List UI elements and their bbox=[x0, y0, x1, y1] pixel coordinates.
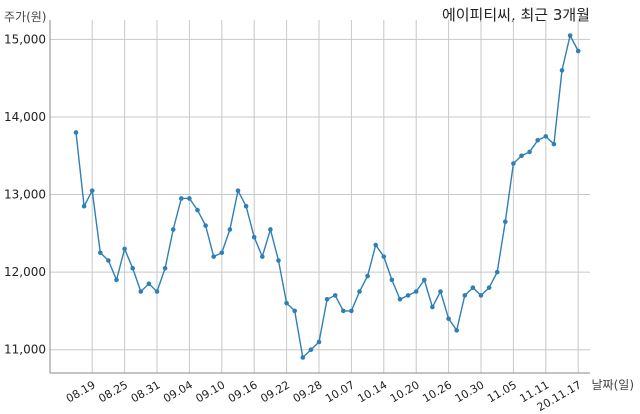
y-tick-label: 11,000 bbox=[4, 343, 46, 357]
data-point bbox=[349, 308, 354, 314]
data-point bbox=[195, 207, 200, 213]
data-point bbox=[324, 296, 330, 302]
data-point bbox=[543, 134, 549, 139]
data-point bbox=[260, 254, 265, 259]
x-tick-label: 08.19 bbox=[64, 378, 98, 405]
data-point bbox=[81, 203, 87, 209]
data-point bbox=[365, 273, 370, 279]
data-point bbox=[575, 48, 581, 54]
data-point bbox=[284, 300, 289, 306]
data-point bbox=[89, 188, 95, 193]
data-point bbox=[106, 258, 111, 263]
data-point bbox=[308, 347, 314, 353]
x-tick-label: 11.05 bbox=[485, 378, 519, 405]
data-point bbox=[511, 161, 516, 166]
data-point bbox=[551, 141, 557, 147]
data-point bbox=[219, 250, 225, 256]
data-point bbox=[389, 277, 395, 283]
data-point bbox=[227, 227, 233, 232]
data-point bbox=[478, 293, 484, 298]
data-point bbox=[98, 250, 103, 256]
data-point bbox=[381, 254, 387, 259]
data-point bbox=[211, 254, 216, 259]
data-point bbox=[373, 242, 379, 248]
data-point bbox=[235, 188, 241, 193]
x-tick-label: 10.30 bbox=[453, 378, 487, 405]
data-point bbox=[268, 227, 273, 232]
data-point bbox=[332, 293, 338, 298]
data-point bbox=[357, 289, 362, 294]
data-point bbox=[276, 258, 281, 263]
data-point bbox=[122, 246, 127, 252]
y-tick-label: 15,000 bbox=[4, 32, 46, 46]
x-tick-label: 10.20 bbox=[388, 378, 422, 405]
data-point bbox=[170, 227, 176, 232]
data-point bbox=[341, 308, 346, 314]
data-point bbox=[316, 339, 322, 345]
data-point bbox=[397, 296, 403, 302]
data-point bbox=[567, 33, 573, 38]
data-point bbox=[470, 285, 476, 290]
chart-title: 에이피티씨, 최근 3개월 bbox=[441, 6, 590, 24]
data-point bbox=[162, 265, 168, 271]
data-point bbox=[405, 293, 411, 298]
data-point bbox=[422, 277, 427, 283]
data-point bbox=[243, 203, 249, 209]
data-point bbox=[535, 137, 540, 143]
data-point bbox=[114, 277, 119, 283]
x-tick-label: 09.28 bbox=[291, 378, 325, 405]
data-point bbox=[130, 265, 135, 271]
data-point bbox=[203, 223, 208, 228]
x-tick-label: 09.16 bbox=[226, 378, 260, 405]
data-point bbox=[430, 304, 435, 310]
x-tick-label: 10.14 bbox=[356, 378, 390, 405]
x-axis-title: 날짜(일) bbox=[591, 378, 634, 392]
y-tick-label: 14,000 bbox=[4, 110, 46, 124]
data-point bbox=[438, 289, 443, 294]
data-point bbox=[454, 328, 460, 333]
data-point bbox=[300, 355, 306, 360]
data-point bbox=[187, 196, 192, 201]
x-tick-label: 08.31 bbox=[129, 378, 163, 405]
y-tick-label: 13,000 bbox=[4, 188, 46, 202]
data-point bbox=[527, 149, 532, 155]
data-point bbox=[154, 289, 160, 294]
y-tick-label: 12,000 bbox=[4, 265, 46, 279]
data-point bbox=[462, 293, 468, 298]
data-point bbox=[446, 316, 451, 321]
data-point bbox=[519, 153, 524, 159]
y-axis-title: 주가(원) bbox=[4, 10, 47, 24]
x-tick-label: 09.10 bbox=[194, 378, 228, 405]
x-tick-label: 09.04 bbox=[161, 378, 195, 405]
x-tick-label: 10.26 bbox=[420, 378, 454, 405]
data-point bbox=[292, 308, 298, 314]
x-tick-label: 09.22 bbox=[258, 378, 292, 405]
data-point bbox=[413, 289, 419, 294]
data-point bbox=[486, 285, 492, 290]
data-point bbox=[494, 269, 500, 275]
data-point bbox=[559, 68, 565, 73]
data-point bbox=[138, 289, 144, 294]
x-tick-label: 08.25 bbox=[96, 378, 130, 405]
data-point bbox=[503, 219, 508, 225]
data-point bbox=[179, 196, 184, 201]
data-point bbox=[146, 281, 152, 287]
data-point bbox=[251, 234, 257, 240]
x-tick-label: 10.07 bbox=[323, 378, 357, 405]
series-line bbox=[75, 33, 579, 359]
data-point bbox=[73, 130, 79, 135]
